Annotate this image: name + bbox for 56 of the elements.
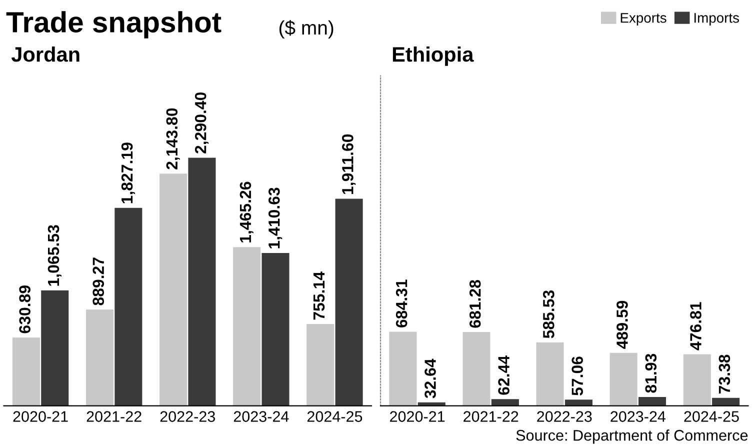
- data-label: 489.59: [616, 300, 628, 349]
- bar: [188, 158, 216, 406]
- bar: [610, 352, 638, 406]
- text: ($ mn): [279, 20, 334, 38]
- bar: [233, 247, 261, 406]
- legend-label: Imports: [694, 13, 739, 26]
- bar: [114, 208, 142, 406]
- bar: [335, 198, 363, 406]
- x-tick-label: 2023-24: [234, 411, 289, 422]
- x-tick-label: 2021-22: [86, 411, 142, 422]
- x-tick-label: 2024-25: [684, 411, 739, 422]
- bar: [491, 399, 519, 406]
- bar: [683, 354, 711, 406]
- bar: [536, 342, 564, 406]
- chart-subtitle: Ethiopia: [392, 46, 474, 66]
- bar: [306, 324, 334, 406]
- data-label: 684.31: [396, 280, 408, 328]
- bar: [389, 332, 417, 406]
- bar: [712, 398, 740, 406]
- data-label: 1,065.53: [48, 225, 62, 286]
- data-label: 73.38: [718, 354, 730, 394]
- data-label: 57.06: [572, 356, 584, 396]
- data-label: 1,465.26: [240, 182, 254, 242]
- x-tick-label: 2022-23: [537, 411, 592, 422]
- data-label: 62.44: [498, 355, 510, 395]
- bar: [12, 338, 40, 406]
- data-label: 630.89: [19, 286, 30, 334]
- bar: [160, 174, 188, 406]
- data-label: 755.14: [314, 272, 325, 320]
- data-label: 889.27: [92, 258, 104, 306]
- data-label: 585.53: [543, 290, 554, 338]
- x-tick-label: 2020-21: [13, 411, 68, 422]
- bar: [86, 310, 114, 406]
- bar: [462, 332, 490, 406]
- data-label: 476.81: [690, 302, 702, 350]
- chart-title: Trade snapshot: [6, 11, 222, 38]
- bar: [41, 290, 69, 406]
- data-label: 2,290.40: [194, 92, 209, 154]
- x-tick-label: 2020-21: [390, 411, 445, 422]
- bar: [262, 253, 290, 406]
- data-label: 1,827.19: [121, 142, 136, 204]
- data-label: 32.64: [424, 358, 436, 398]
- data-label: 1,911.60: [342, 134, 356, 194]
- x-tick-label: 2023-24: [610, 411, 666, 422]
- data-label: 2,143.80: [166, 108, 180, 170]
- x-tick-label: 2022-23: [160, 411, 215, 422]
- data-label: 81.93: [645, 354, 657, 393]
- x-tick-label: 2024-25: [307, 411, 362, 422]
- chart-subtitle: Jordan: [11, 46, 80, 62]
- source-note: Source: Department of Commerce: [516, 430, 748, 444]
- data-label: 1,410.63: [268, 188, 282, 248]
- legend-label: Exports: [620, 13, 666, 26]
- bar: [564, 400, 592, 406]
- x-tick-label: 2021-22: [464, 411, 518, 422]
- bar: [638, 396, 666, 406]
- data-label: 681.28: [469, 280, 481, 328]
